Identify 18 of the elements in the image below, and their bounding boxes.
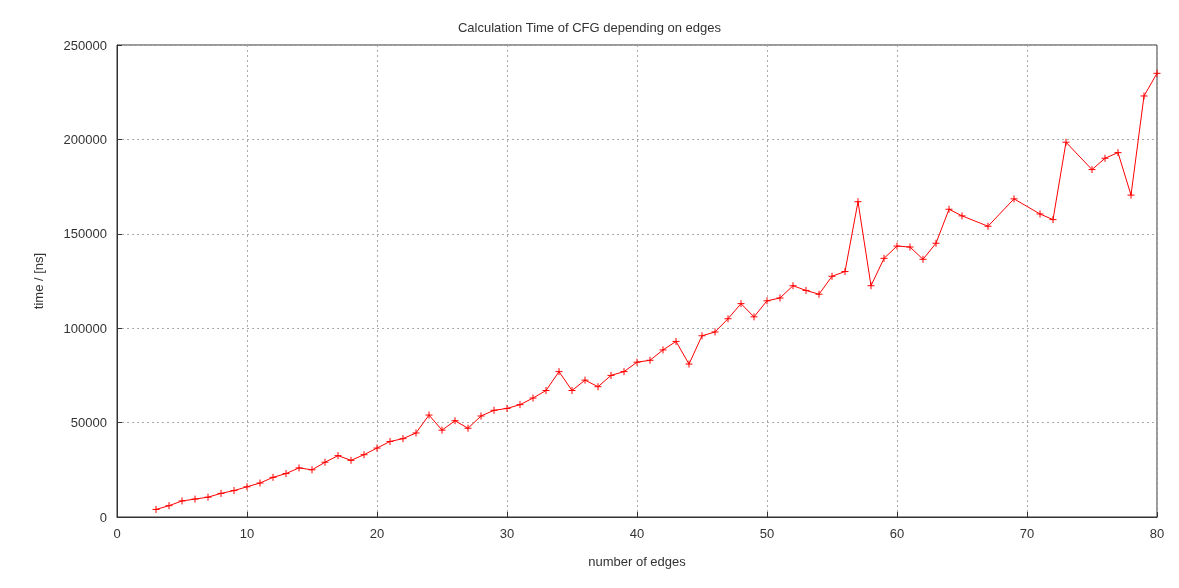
x-tick-label: 30 xyxy=(499,526,515,541)
y-tick-label: 150000 xyxy=(63,226,107,242)
y-tick-label: 100000 xyxy=(63,320,107,336)
x-tick-label: 10 xyxy=(239,526,255,541)
x-tick-label: 60 xyxy=(889,526,905,541)
x-axis-title: number of edges xyxy=(588,554,687,569)
y-tick-label: 0 xyxy=(99,509,107,525)
y-axis-title: time / [ns] xyxy=(31,252,46,310)
chart-title: Calculation Time of CFG depending on edges xyxy=(457,20,722,35)
y-tick-label: 200000 xyxy=(63,131,107,147)
x-tick-label: 80 xyxy=(1149,526,1165,541)
x-tick-label: 50 xyxy=(759,526,775,541)
x-tick-label: 0 xyxy=(113,526,121,541)
x-tick-label: 20 xyxy=(369,526,385,541)
x-tick-label: 70 xyxy=(1019,526,1035,541)
x-tick-label: 40 xyxy=(629,526,645,541)
y-tick-label: 250000 xyxy=(63,37,107,53)
y-tick-label: 50000 xyxy=(70,415,107,431)
